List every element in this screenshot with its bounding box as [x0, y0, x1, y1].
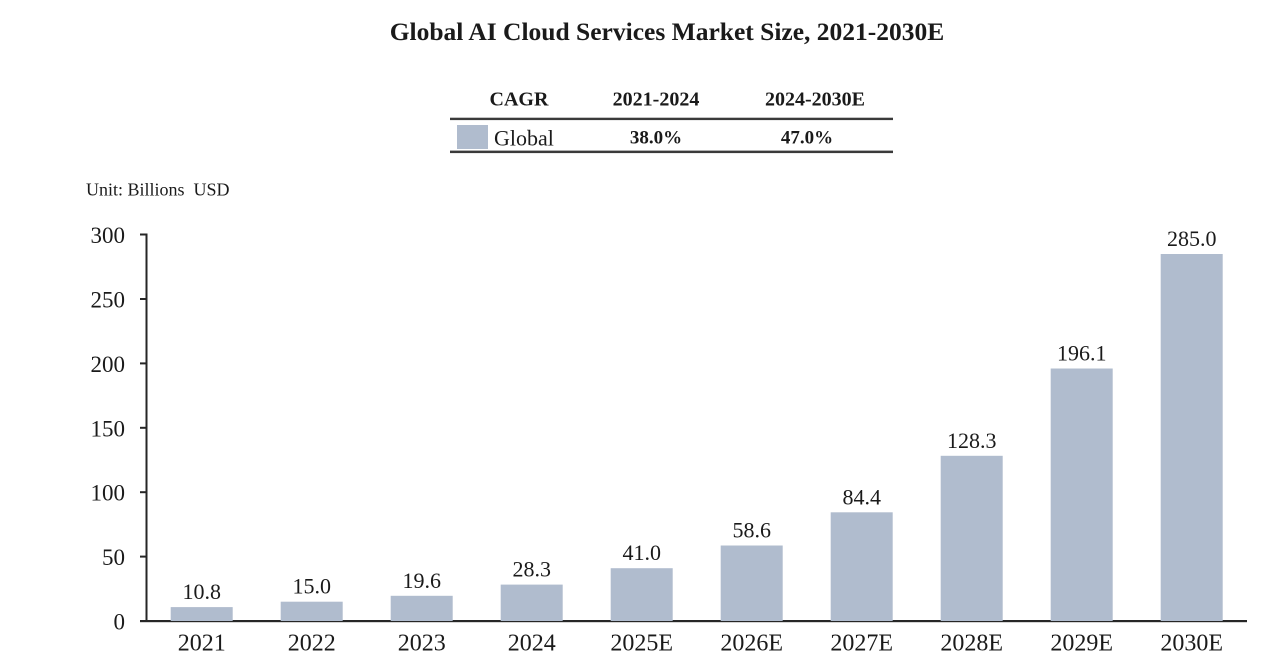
svg-text:58.6: 58.6	[732, 518, 771, 543]
svg-text:300: 300	[91, 223, 126, 248]
svg-text:100: 100	[91, 481, 126, 506]
svg-text:250: 250	[91, 288, 126, 313]
svg-text:50: 50	[102, 545, 125, 570]
svg-text:2027E: 2027E	[830, 630, 893, 656]
svg-text:2021-2024: 2021-2024	[613, 89, 700, 111]
svg-text:28.3: 28.3	[512, 557, 551, 582]
svg-text:2029E: 2029E	[1050, 630, 1113, 656]
svg-text:128.3: 128.3	[947, 428, 997, 453]
svg-text:Unit: Billions USD: Unit: Billions USD	[86, 180, 230, 200]
svg-text:2023: 2023	[398, 630, 446, 656]
svg-text:2024: 2024	[508, 630, 556, 656]
svg-text:196.1: 196.1	[1057, 341, 1107, 366]
svg-text:2025E: 2025E	[610, 630, 673, 656]
svg-text:19.6: 19.6	[402, 568, 441, 593]
svg-text:2024-2030E: 2024-2030E	[765, 89, 865, 111]
svg-text:10.8: 10.8	[182, 579, 221, 604]
svg-text:2021: 2021	[178, 630, 226, 656]
svg-text:47.0%: 47.0%	[781, 128, 833, 149]
svg-text:2030E: 2030E	[1160, 630, 1223, 656]
svg-text:200: 200	[91, 352, 126, 377]
svg-text:2028E: 2028E	[940, 630, 1003, 656]
svg-text:41.0: 41.0	[622, 540, 661, 565]
svg-text:15.0: 15.0	[292, 574, 331, 599]
svg-text:285.0: 285.0	[1167, 226, 1217, 251]
svg-text:Global: Global	[494, 126, 554, 151]
svg-text:0: 0	[114, 610, 126, 635]
svg-text:CAGR: CAGR	[490, 89, 549, 111]
svg-text:2026E: 2026E	[720, 630, 783, 656]
svg-text:2022: 2022	[288, 630, 336, 656]
svg-text:84.4: 84.4	[842, 484, 881, 509]
svg-text:Global AI Cloud Services Marke: Global AI Cloud Services Market Size, 20…	[390, 17, 945, 46]
svg-text:38.0%: 38.0%	[630, 128, 682, 149]
svg-text:150: 150	[91, 416, 126, 441]
